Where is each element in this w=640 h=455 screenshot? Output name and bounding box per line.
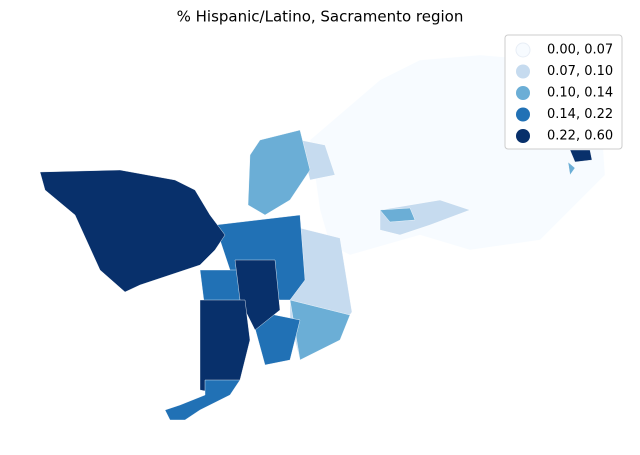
region <box>164 379 241 421</box>
legend-swatch <box>515 42 531 58</box>
region <box>379 207 416 223</box>
map-title: % Hispanic/Latino, Sacramento region <box>177 8 464 26</box>
legend-label: 0.00, 0.07 <box>547 43 613 58</box>
legend-label: 0.07, 0.10 <box>547 64 613 79</box>
legend-label: 0.10, 0.14 <box>547 86 613 101</box>
legend-swatch <box>516 107 530 122</box>
legend-label: 0.22, 0.60 <box>547 129 613 144</box>
legend-swatch <box>516 64 530 79</box>
legend-label: 0.14, 0.22 <box>547 107 613 122</box>
legend-swatch <box>516 86 530 100</box>
region <box>569 149 593 163</box>
region <box>247 129 311 216</box>
legend: 0.00, 0.07 0.07, 0.10 0.10, 0.14 0.14, 0.22… <box>504 34 623 150</box>
region <box>567 161 576 176</box>
legend-box <box>504 34 623 150</box>
legend-swatch <box>516 129 530 143</box>
region <box>289 299 351 361</box>
region <box>39 169 226 293</box>
